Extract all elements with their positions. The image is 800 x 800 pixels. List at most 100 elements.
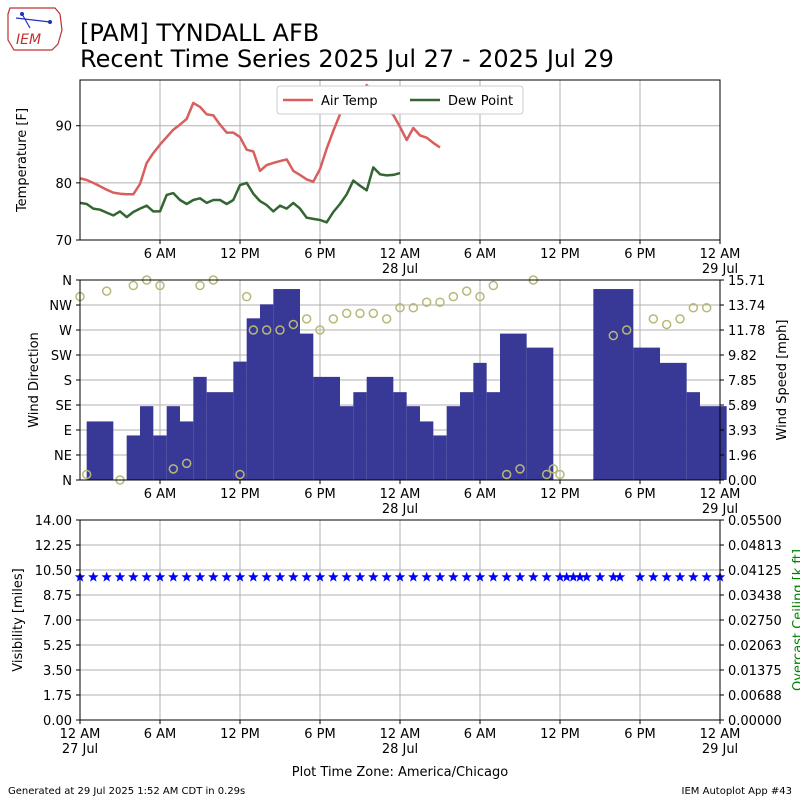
visibility-star: [381, 571, 392, 582]
visibility-star: [301, 571, 312, 582]
ceiling-tick-label: 0.02750: [728, 614, 782, 629]
wind-speed-bar: [246, 318, 260, 480]
visibility-star: [474, 571, 486, 582]
visibility-star: [614, 571, 626, 582]
wind-xtick-label: 12 PM: [540, 487, 580, 502]
wind-direction-point: [288, 319, 299, 330]
visibility-star: [434, 571, 446, 582]
legend-dew-point: Dew Point: [448, 94, 513, 109]
wind-direction-point: [101, 286, 112, 296]
wind-speed-bar: [526, 347, 554, 480]
x-axis-label: Plot Time Zone: America/Chicago: [292, 765, 508, 780]
ceiling-tick-label: 0.05500: [728, 514, 782, 529]
wind-speed-bars: [86, 289, 727, 480]
wind-speed-bar: [633, 347, 660, 480]
wind-direction-point: [368, 308, 379, 319]
vis-xtick-label: 12 AM: [380, 727, 421, 742]
temp-xtick-label: 6 AM: [464, 247, 497, 262]
wind-speed-bar: [700, 406, 727, 480]
visibility-tick-label: 5.25: [43, 639, 72, 654]
wind-direction-axis-label: Wind Direction: [27, 332, 42, 428]
wind-speed-tick-label: 11.78: [728, 324, 765, 339]
visibility-tick-label: 8.75: [43, 589, 72, 604]
visibility-tick-label: 1.75: [43, 689, 72, 704]
visibility-star: [528, 571, 539, 582]
visibility-star: [354, 571, 366, 582]
wind-direction-point: [461, 286, 472, 296]
visibility-tick-label: 7.00: [43, 614, 72, 629]
visibility-star: [501, 571, 512, 582]
visibility-star: [421, 571, 432, 582]
wind-speed-bar: [206, 392, 234, 480]
wind-speed-bar: [486, 392, 500, 480]
wind-direction-point: [181, 458, 192, 469]
visibility-star: [114, 571, 126, 582]
wind-direction-point: [395, 303, 405, 313]
visibility-star: [261, 571, 272, 582]
wind-direction-tick-label: S: [64, 374, 72, 389]
wind-speed-tick-label: 5.89: [728, 399, 757, 414]
vis-xtick-label: 12 PM: [220, 727, 260, 742]
wind-direction-point: [301, 314, 312, 324]
wind-speed-bar: [140, 406, 154, 480]
wind-direction-point: [155, 280, 165, 291]
visibility-star: [288, 571, 299, 582]
visibility-tick-label: 12.25: [35, 539, 72, 554]
visibility-star: [688, 571, 699, 582]
wind-direction-tick-label: N: [62, 474, 72, 489]
visibility-star: [154, 571, 166, 582]
temp-xtick-label: 6 PM: [624, 247, 655, 262]
vis-xtick-date: 28 Jul: [382, 742, 418, 757]
temp-xtick-label: 12 PM: [220, 247, 260, 262]
chart-title: [PAM] TYNDALL AFB: [80, 19, 319, 47]
visibility-axis-label: Visibility [miles]: [11, 568, 26, 671]
visibility-star: [194, 571, 206, 582]
wind-direction-tick-label: W: [59, 324, 72, 339]
wind-speed-bar: [393, 392, 407, 480]
logo-text: IEM: [16, 32, 41, 48]
visibility-star: [168, 571, 179, 582]
wind-direction-point: [328, 314, 339, 324]
vis-xtick-label: 6 PM: [304, 727, 335, 742]
generated-note: Generated at 29 Jul 2025 1:52 AM CDT in …: [8, 786, 245, 797]
visibility-points: [74, 571, 726, 582]
temperature-axis-label: Temperature [F]: [15, 108, 30, 213]
visibility-star: [248, 571, 259, 582]
ceiling-tick-label: 0.04125: [728, 564, 782, 579]
visibility-star: [314, 571, 326, 582]
visibility-tick-label: 0.00: [43, 714, 72, 729]
wind-speed-bar: [366, 376, 394, 480]
ceiling-tick-label: 0.00000: [728, 714, 782, 729]
vis-xtick-label: 12 AM: [60, 727, 101, 742]
ceiling-tick-label: 0.03438: [728, 589, 782, 604]
wind-direction-tick-label: N: [62, 274, 72, 289]
wind-speed-bar: [300, 333, 314, 480]
visibility-star: [514, 571, 526, 582]
wind-speed-bar: [166, 406, 180, 480]
wind-xtick-date: 29 Jul: [702, 502, 738, 517]
wind-direction-tick-label: E: [64, 424, 72, 439]
wind-direction-point: [541, 469, 552, 480]
dew-point-line: [79, 166, 401, 224]
wind-direction-point: [128, 280, 139, 291]
wind-speed-bar: [593, 289, 634, 480]
ceiling-tick-label: 0.00688: [728, 689, 782, 704]
wind-direction-tick-label: NW: [49, 299, 72, 314]
wind-speed-bar: [273, 289, 300, 480]
wind-direction-point: [621, 325, 632, 335]
wind-direction-point: [195, 280, 205, 291]
wind-direction-point: [435, 297, 445, 307]
wind-xtick-label: 12 AM: [700, 487, 741, 502]
visibility-star: [461, 571, 472, 582]
wind-direction-point: [421, 297, 432, 307]
ceiling-axis-label: Overcast Ceiling [k ft]: [791, 549, 800, 691]
visibility-star: [541, 571, 552, 582]
wind-speed-bar: [406, 406, 420, 480]
wind-speed-tick-label: 13.74: [728, 299, 765, 314]
wind-direction-point: [168, 464, 179, 474]
wind-direction-point: [555, 469, 565, 480]
visibility-star: [608, 571, 619, 582]
